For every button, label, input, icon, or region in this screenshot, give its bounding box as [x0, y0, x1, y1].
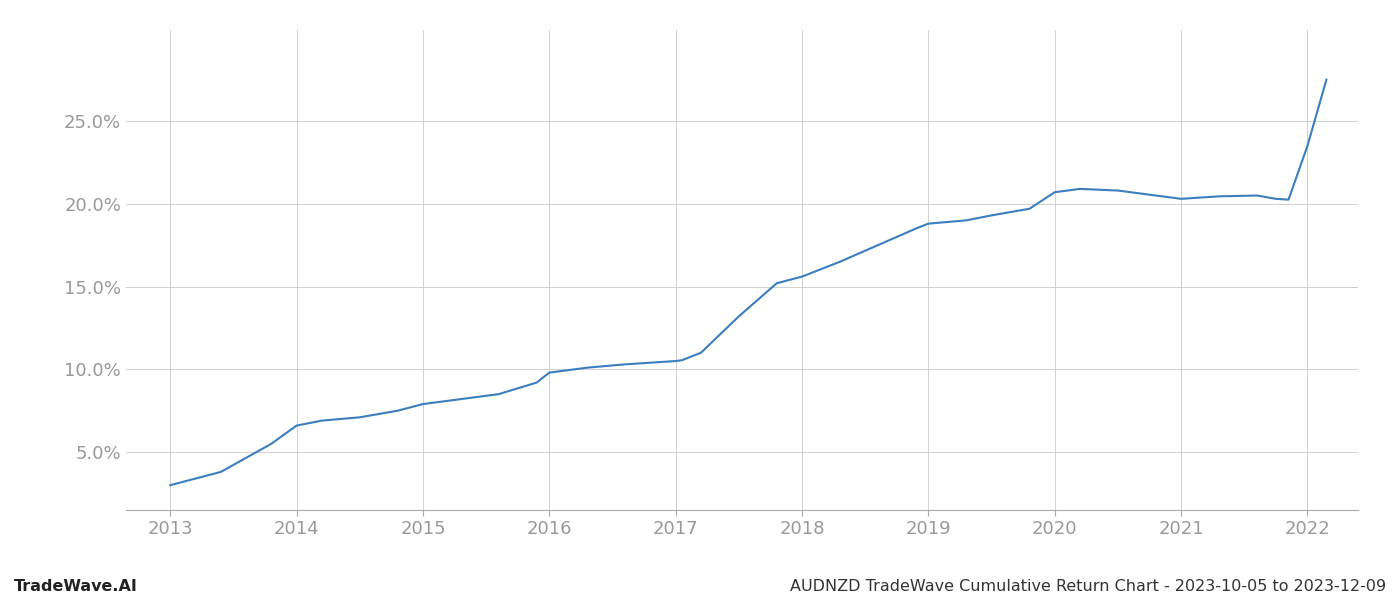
- Text: AUDNZD TradeWave Cumulative Return Chart - 2023-10-05 to 2023-12-09: AUDNZD TradeWave Cumulative Return Chart…: [790, 579, 1386, 594]
- Text: TradeWave.AI: TradeWave.AI: [14, 579, 137, 594]
